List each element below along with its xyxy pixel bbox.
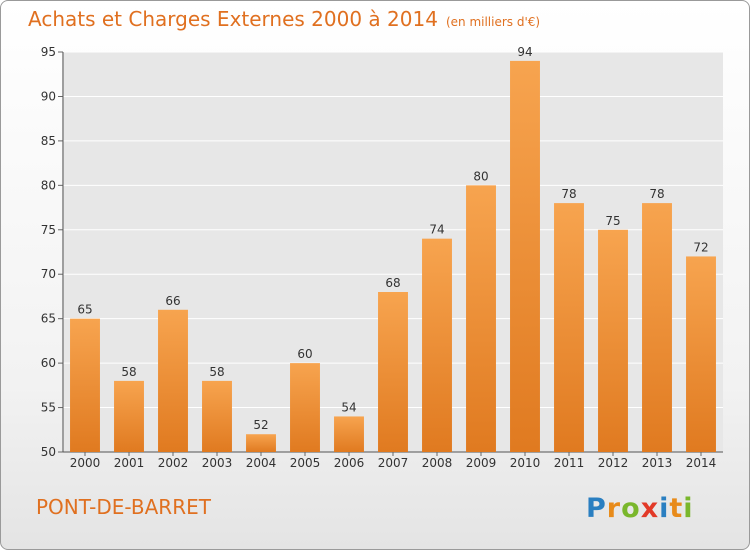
svg-text:Proxiti: Proxiti	[586, 493, 691, 524]
title-subtitle: (en milliers d'€)	[445, 15, 541, 29]
bar-value-label: 58	[121, 365, 136, 379]
x-tick-label: 2009	[466, 456, 497, 470]
x-tick-label: 2007	[378, 456, 409, 470]
bar-value-label: 94	[517, 45, 532, 59]
x-tick-label: 2003	[202, 456, 233, 470]
bar	[422, 238, 452, 452]
bar-value-label: 80	[473, 169, 488, 183]
bar	[70, 318, 100, 452]
x-tick-label: 2001	[114, 456, 145, 470]
x-tick-label: 2012	[598, 456, 629, 470]
title-main: Achats et Charges Externes 2000 à 2014	[28, 7, 438, 31]
y-tick-label: 80	[41, 178, 56, 192]
bar-value-label: 68	[385, 276, 400, 290]
bar	[158, 309, 188, 452]
bar	[378, 292, 408, 452]
x-tick-label: 2010	[510, 456, 541, 470]
x-tick-label: 2006	[334, 456, 365, 470]
y-tick-label: 85	[41, 134, 56, 148]
bar	[598, 229, 628, 452]
y-tick-label: 60	[41, 356, 56, 370]
x-tick-label: 2014	[686, 456, 717, 470]
x-tick-label: 2004	[246, 456, 277, 470]
bar-value-label: 72	[693, 240, 708, 254]
bar	[246, 434, 276, 452]
proxiti-logo: Proxiti	[586, 493, 691, 524]
x-tick-label: 2008	[422, 456, 453, 470]
bar	[334, 416, 364, 452]
bar	[114, 380, 144, 452]
bar	[510, 60, 540, 453]
chart-title: Achats et Charges Externes 2000 à 2014 (e…	[28, 7, 540, 31]
bar-value-label: 65	[77, 303, 92, 317]
x-tick-label: 2000	[70, 456, 101, 470]
y-tick-label: 70	[41, 267, 56, 281]
y-tick-label: 55	[41, 401, 56, 415]
bar	[686, 256, 716, 452]
y-tick-label: 90	[41, 89, 56, 103]
bar	[642, 203, 672, 452]
bar-value-label: 52	[253, 418, 268, 432]
bar	[466, 185, 496, 453]
bar-value-label: 78	[561, 187, 576, 201]
bar	[290, 363, 320, 452]
y-tick-label: 95	[41, 45, 56, 59]
x-tick-label: 2002	[158, 456, 189, 470]
bar	[554, 203, 584, 452]
bar-value-label: 60	[297, 347, 312, 361]
bar-value-label: 78	[649, 187, 664, 201]
bar-value-label: 66	[165, 294, 180, 308]
bar	[202, 380, 232, 452]
x-tick-label: 2011	[554, 456, 585, 470]
x-tick-label: 2013	[642, 456, 673, 470]
bar-value-label: 54	[341, 400, 356, 414]
y-tick-label: 65	[41, 312, 56, 326]
place-name: PONT-DE-BARRET	[36, 495, 211, 519]
bar-value-label: 75	[605, 214, 620, 228]
bar-value-label: 74	[429, 223, 444, 237]
bar-value-label: 58	[209, 365, 224, 379]
x-tick-label: 2005	[290, 456, 321, 470]
y-tick-label: 75	[41, 223, 56, 237]
y-tick-label: 50	[41, 445, 56, 459]
